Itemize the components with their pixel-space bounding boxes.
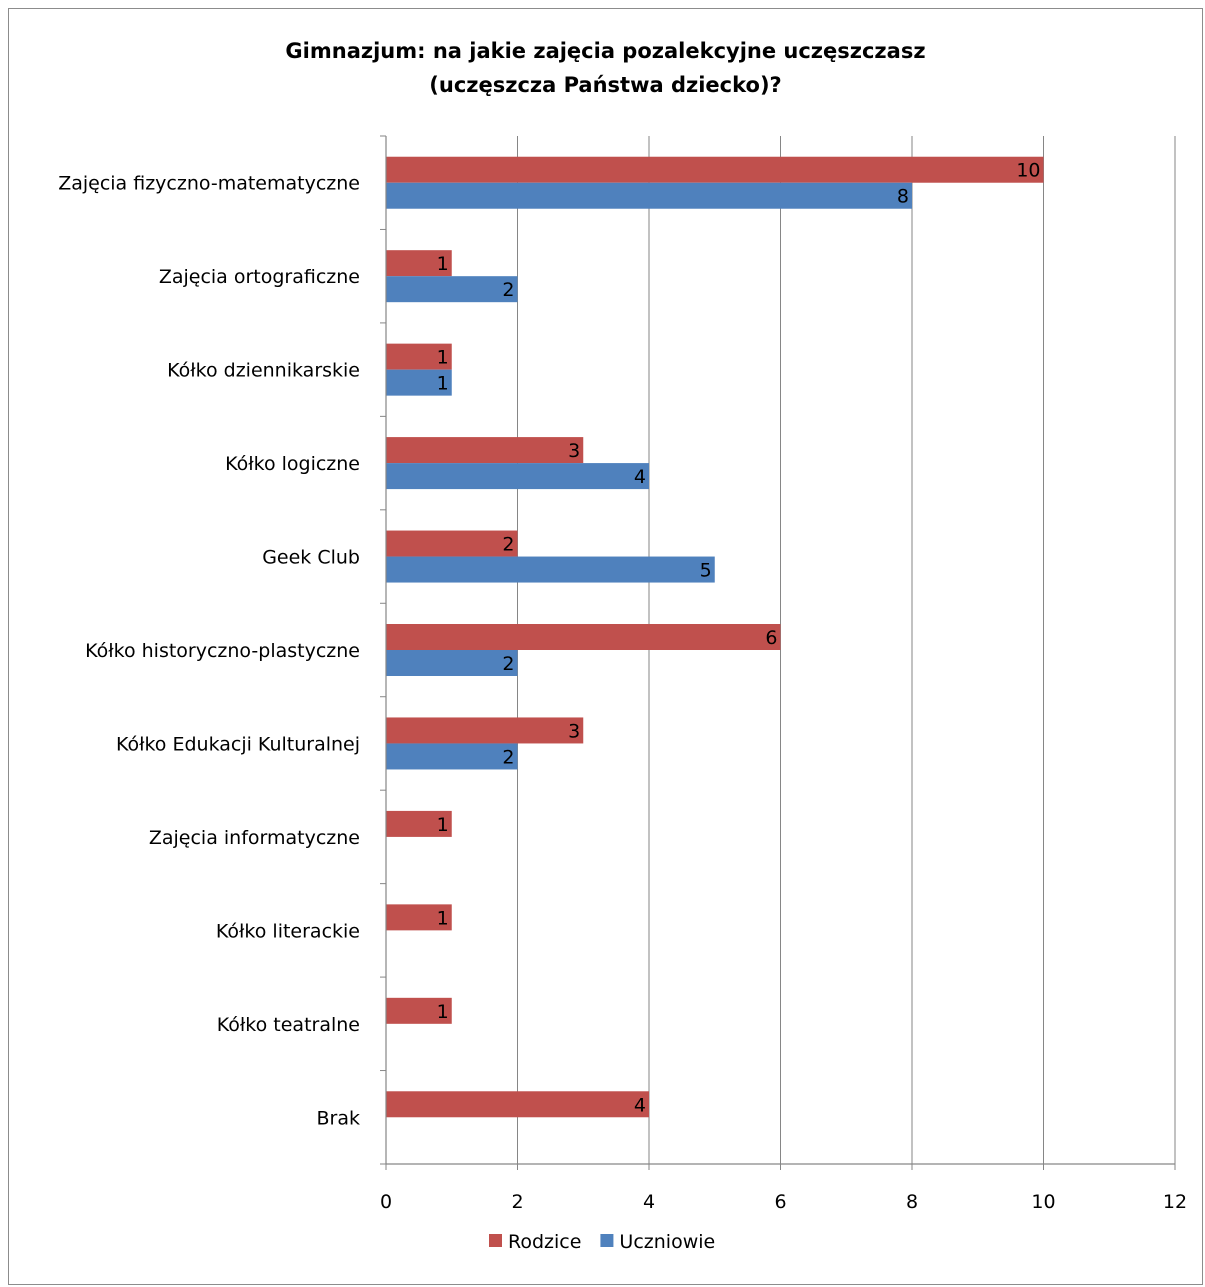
- x-tick-label-2: 4: [643, 1191, 655, 1213]
- bar-rodzice-0: [386, 156, 1044, 183]
- bar-rodzice-1: [386, 250, 452, 277]
- x-tick-label-4: 8: [906, 1191, 918, 1213]
- chart-title-line-2: (uczęszcza Państwa dziecko)?: [429, 73, 782, 97]
- category-label-9: Kółko teatralne: [217, 1014, 360, 1036]
- legend-label-uczniowie: Uczniowie: [619, 1231, 715, 1253]
- category-label-3: Kółko logiczne: [225, 453, 360, 475]
- bar-rodzice-4: [386, 530, 518, 557]
- legend-label-rodzice: Rodzice: [508, 1231, 581, 1253]
- bar-uczniowie-6: [386, 743, 518, 770]
- category-label-8: Kółko literackie: [216, 920, 360, 942]
- data-label-uczniowie-1: 2: [502, 279, 514, 301]
- bar-rodzice-10: [386, 1091, 649, 1118]
- category-label-5: Kółko historyczno-plastyczne: [85, 640, 360, 662]
- category-label-2: Kółko dziennikarskie: [167, 360, 360, 382]
- data-label-rodzice-6: 3: [568, 720, 580, 742]
- data-label-rodzice-3: 3: [568, 440, 580, 462]
- data-label-rodzice-10: 4: [634, 1094, 646, 1116]
- bar-rodzice-2: [386, 343, 452, 370]
- data-label-rodzice-5: 6: [765, 627, 777, 649]
- bar-uczniowie-5: [386, 650, 518, 676]
- bar-uczniowie-0: [386, 182, 912, 209]
- data-label-rodzice-8: 1: [437, 907, 449, 929]
- bar-uczniowie-1: [386, 276, 518, 303]
- bar-uczniowie-4: [386, 556, 715, 583]
- bar-rodzice-5: [386, 624, 781, 650]
- data-label-uczniowie-0: 8: [897, 186, 909, 208]
- legend-swatch-rodzice: [489, 1234, 502, 1247]
- category-label-4: Geek Club: [262, 547, 360, 569]
- chart-title-line-1: Gimnazjum: na jakie zajęcia pozalekcyjne…: [285, 39, 926, 63]
- data-label-rodzice-2: 1: [437, 347, 449, 369]
- data-label-uczniowie-4: 5: [700, 560, 712, 582]
- data-label-rodzice-0: 10: [1016, 160, 1040, 182]
- category-label-1: Zajęcia ortograficzne: [159, 266, 360, 288]
- category-label-0: Zajęcia fizyczno-matematyczne: [58, 173, 360, 195]
- bar-rodzice-9: [386, 997, 452, 1024]
- bar-uczniowie-3: [386, 463, 649, 490]
- data-label-rodzice-9: 1: [437, 1001, 449, 1023]
- bar-uczniowie-2: [386, 369, 452, 396]
- x-tick-label-1: 2: [511, 1191, 523, 1213]
- bar-rodzice-3: [386, 437, 584, 464]
- x-tick-label-5: 10: [1031, 1191, 1055, 1213]
- data-label-uczniowie-6: 2: [502, 746, 514, 768]
- data-label-uczniowie-5: 2: [502, 653, 514, 675]
- data-label-rodzice-4: 2: [502, 534, 514, 556]
- bar-rodzice-8: [386, 904, 452, 931]
- data-label-uczniowie-2: 1: [437, 373, 449, 395]
- bar-rodzice-7: [386, 810, 452, 837]
- data-label-rodzice-1: 1: [437, 253, 449, 275]
- data-label-uczniowie-3: 4: [634, 466, 646, 488]
- category-label-6: Kółko Edukacji Kulturalnej: [116, 733, 360, 755]
- category-label-10: Brak: [317, 1107, 361, 1129]
- chart-title: Gimnazjum: na jakie zajęcia pozalekcyjne…: [8, 34, 1203, 102]
- category-label-7: Zajęcia informatyczne: [149, 827, 360, 849]
- data-label-rodzice-7: 1: [437, 814, 449, 836]
- legend-swatch-uczniowie: [600, 1234, 614, 1247]
- x-tick-label-6: 12: [1163, 1191, 1187, 1213]
- x-tick-label-3: 6: [774, 1191, 786, 1213]
- x-tick-label-0: 0: [380, 1191, 392, 1213]
- bar-rodzice-6: [386, 717, 584, 744]
